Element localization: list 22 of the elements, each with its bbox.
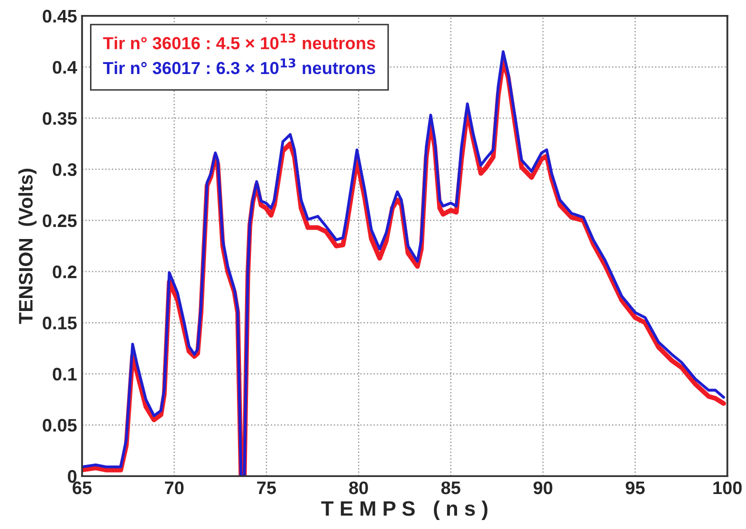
y-tick-label: 0.1 bbox=[52, 368, 77, 381]
y-tick-label: 0.05 bbox=[42, 418, 77, 432]
y-tick-label: 0.4 bbox=[52, 60, 78, 74]
y-axis-title: TENSION (Volts) bbox=[18, 168, 37, 324]
x-tick-label: 100 bbox=[713, 481, 742, 494]
x-tick-label: 90 bbox=[534, 481, 552, 494]
text: Tir n° 36017 : 6.3 × 10$^{13}$ neutrons bbox=[103, 58, 376, 74]
y-tick-label: 0.15 bbox=[42, 316, 77, 330]
text: Tir n° 36016 : 4.5 × 10$^{13}$ neutrons bbox=[103, 33, 376, 50]
y-tick-label: 0.45 bbox=[42, 10, 77, 23]
x-tick-label: 75 bbox=[257, 482, 276, 494]
x-axis-title: T E M P S ( n s ) bbox=[321, 500, 488, 520]
x-tick-label: 65 bbox=[72, 481, 92, 494]
y-tick-label: 0.25 bbox=[42, 214, 77, 228]
y-tick-label: 0 bbox=[68, 470, 76, 483]
y-tick-label: 0.2 bbox=[52, 265, 76, 278]
y-tick-label: 0.3 bbox=[52, 163, 77, 176]
y-tick-label: 0.35 bbox=[42, 112, 77, 125]
x-tick-label: 95 bbox=[626, 481, 645, 494]
x-tick-label: 85 bbox=[441, 481, 460, 494]
x-tick-label: 80 bbox=[349, 481, 368, 494]
x-tick-label: 70 bbox=[164, 481, 184, 494]
